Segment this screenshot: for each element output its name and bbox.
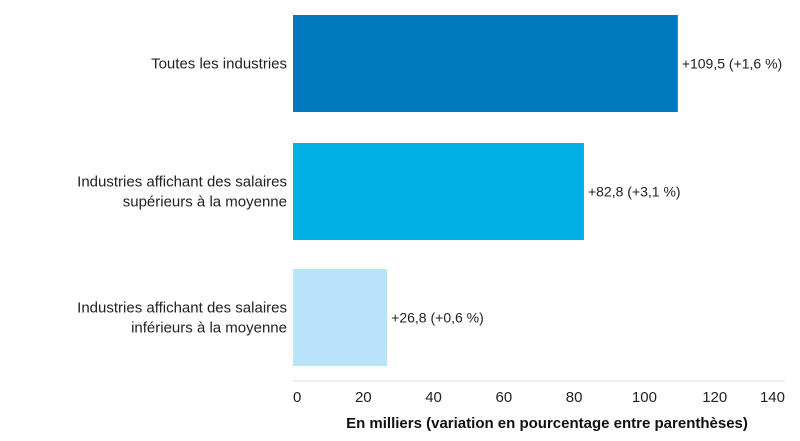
category-label-2-line-1: Industries affichant des salaires	[77, 174, 287, 191]
data-label-1: +109,5 (+1,6 %)	[682, 56, 782, 72]
x-tick-label-0: 0	[293, 389, 301, 406]
x-tick-label-120: 120	[702, 389, 727, 406]
category-label-1-line-1: Toutes les industries	[151, 56, 287, 73]
x-axis-title: En milliers (variation en pourcentage en…	[346, 415, 748, 432]
x-tick-label-60: 60	[496, 389, 513, 406]
category-label-3-line-1: Industries affichant des salaires	[77, 300, 287, 317]
bars-group	[293, 15, 678, 366]
data-label-2: +82,8 (+3,1 %)	[588, 184, 681, 200]
x-tick-label-20: 20	[355, 389, 372, 406]
bar-1	[293, 15, 678, 112]
bar-2	[293, 143, 584, 240]
data-label-3: +26,8 (+0,6 %)	[391, 310, 484, 326]
x-tick-label-40: 40	[425, 389, 442, 406]
category-label-2-line-2: supérieurs à la moyenne	[123, 194, 287, 211]
category-label-3-line-2: inférieurs à la moyenne	[131, 320, 287, 337]
bar-3	[293, 269, 388, 366]
x-tick-label-100: 100	[632, 389, 657, 406]
x-tick-label-140: 140	[760, 389, 785, 406]
category-labels-group: Toutes les industries Industries affichan…	[77, 56, 287, 337]
x-axis-ticks-group: 0 20 40 60 80 100 120 140	[293, 380, 785, 406]
x-tick-label-80: 80	[566, 389, 583, 406]
data-labels-group: +109,5 (+1,6 %) +82,8 (+3,1 %) +26,8 (+0,6…	[391, 56, 782, 326]
